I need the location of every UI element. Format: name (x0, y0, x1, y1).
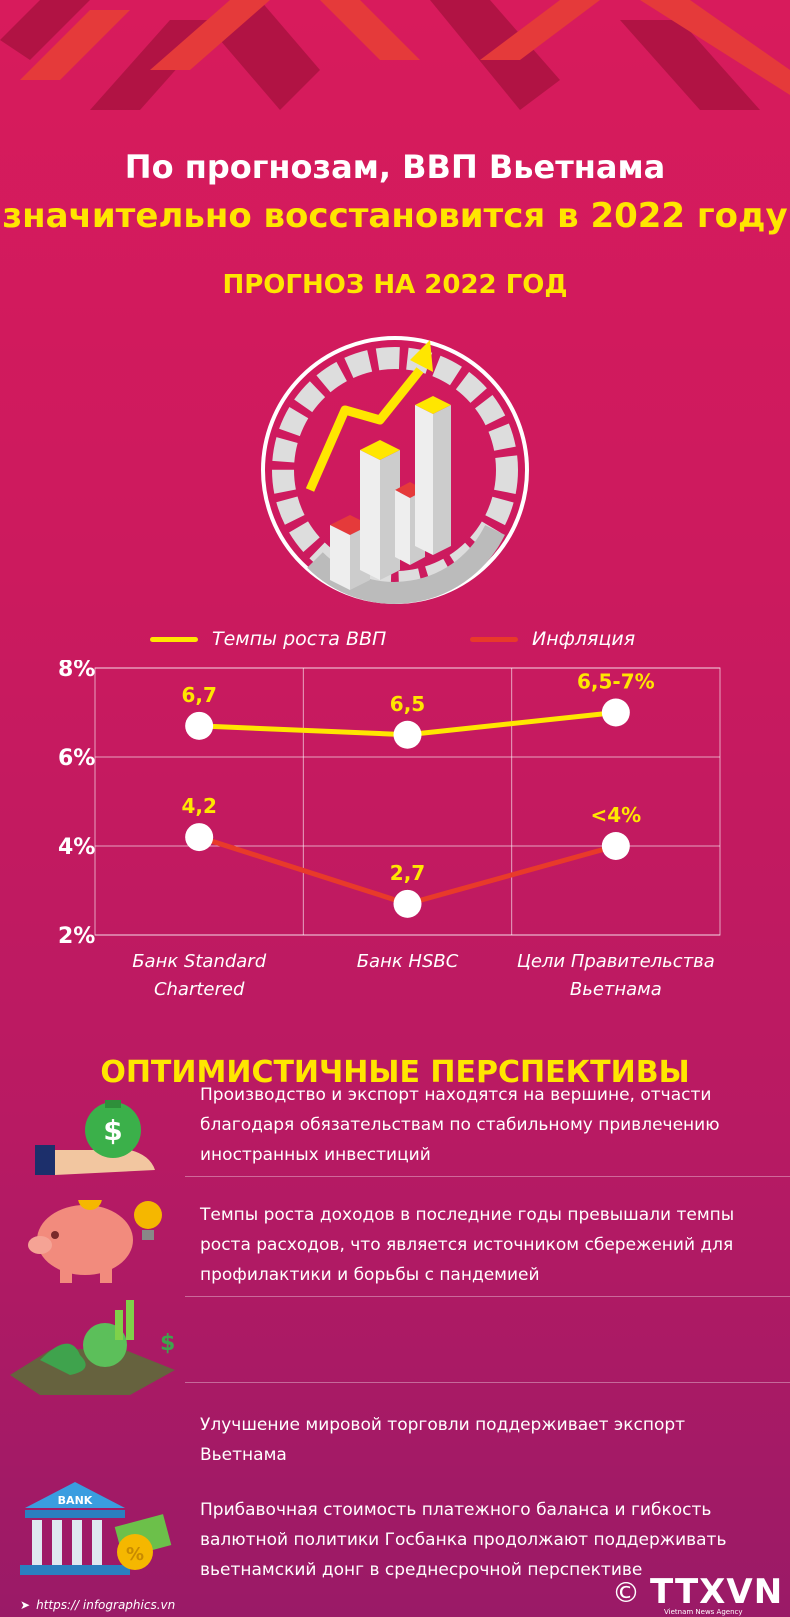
legend-label-inflation: Инфляция (532, 628, 636, 650)
logo-text: TTXVN (650, 1572, 784, 1612)
legend-label-gdp: Темпы роста ВВП (212, 628, 387, 650)
subtitle: ПРОГНОЗ НА 2022 ГОД (222, 270, 568, 300)
item-text: Прибавочная стоимость платежного баланса… (200, 1495, 760, 1585)
data-point (393, 720, 422, 749)
top-decoration (0, 0, 790, 110)
data-label: 4,2 (181, 794, 216, 818)
item-line: роста расходов, что является источником … (200, 1235, 734, 1255)
data-label: <4% (590, 803, 641, 827)
growth-chart-illustration (261, 336, 529, 604)
y-tick-label: 2% (58, 924, 95, 949)
url-text: https:// infographics.vn (36, 1598, 176, 1612)
copyright-symbol: © (612, 1575, 640, 1609)
item-text: Производство и экспорт находятся на верш… (200, 1080, 760, 1170)
data-point (601, 698, 630, 727)
item-text: Улучшение мировой торговли поддерживает … (200, 1410, 760, 1470)
arrow-icon: ➤ (20, 1598, 31, 1612)
data-label: 6,7 (181, 683, 216, 707)
title-line2: значительно восстановится в 2022 году (2, 196, 788, 236)
bank-building-icon: BANK % (20, 1482, 172, 1575)
money-bag-hand-icon: $ (35, 1100, 155, 1175)
item-line: Вьетнама (200, 1445, 287, 1465)
x-tick-label: Банк Standard (132, 951, 267, 972)
line-chart: 8% 6% 4% 2% Банк Standard Chartered Банк HSBC Ц… (58, 660, 721, 1000)
x-tick-label: Chartered (154, 979, 245, 1000)
x-tick-label: Вьетнама (570, 979, 662, 1000)
ttxvn-logo: © TTXVN Vietnam News Agency (612, 1572, 784, 1616)
legend-item-gdp: Темпы роста ВВП (150, 628, 386, 650)
svg-text:$: $ (103, 1114, 122, 1147)
item-line: Производство и экспорт находятся на верш… (200, 1085, 712, 1105)
legend-swatch-inflation (470, 636, 518, 642)
data-label: 6,5 (390, 692, 425, 716)
piggy-bank-icon (28, 1200, 162, 1283)
legend-item-inflation: Инфляция (470, 628, 635, 650)
item-line: Темпы роста доходов в последние годы пре… (200, 1205, 735, 1225)
item-line: вьетнамский донг в среднесрочной перспек… (200, 1560, 643, 1580)
data-point (185, 823, 214, 852)
data-point (601, 832, 630, 860)
chart-legend: Темпы роста ВВП Инфляция (0, 628, 790, 658)
y-tick-label: 4% (58, 835, 95, 860)
data-label: 6,5-7% (577, 670, 655, 694)
item-line: благодаря обязательствам по стабильному … (200, 1115, 720, 1135)
item-line: валютной политики Госбанка продолжают по… (200, 1530, 727, 1550)
svg-text:%: % (126, 1544, 144, 1565)
data-label: 2,7 (390, 861, 425, 885)
title-line1: По прогнозам, ВВП Вьетнама (124, 148, 666, 186)
item-line: профилактики и борьбы с пандемией (200, 1265, 540, 1285)
x-tick-label: Банк HSBC (357, 951, 459, 972)
divider (185, 1296, 790, 1297)
legend-swatch-gdp (150, 636, 198, 642)
data-point (185, 711, 214, 740)
logo-subtitle: Vietnam News Agency (664, 1608, 743, 1616)
divider (185, 1382, 790, 1383)
svg-text:$: $ (160, 1331, 175, 1356)
y-tick-label: 8% (58, 660, 95, 682)
item-line: иностранных инвестиций (200, 1145, 431, 1165)
bank-label: BANK (58, 1494, 93, 1507)
data-point (393, 889, 422, 918)
y-tick-label: 6% (58, 746, 95, 771)
globe-trade-icon: $ (10, 1300, 175, 1395)
divider (185, 1176, 790, 1177)
section-title: ОПТИМИСТИЧНЫЕ ПЕРСПЕКТИВЫ (100, 1055, 690, 1090)
item-text: Темпы роста доходов в последние годы пре… (200, 1200, 760, 1290)
item-line: Улучшение мировой торговли поддерживает … (200, 1415, 686, 1435)
source-url[interactable]: ➤ https:// infographics.vn (20, 1598, 175, 1612)
x-tick-label: Цели Правительства (517, 951, 715, 972)
item-line: Прибавочная стоимость платежного баланса… (200, 1500, 712, 1520)
